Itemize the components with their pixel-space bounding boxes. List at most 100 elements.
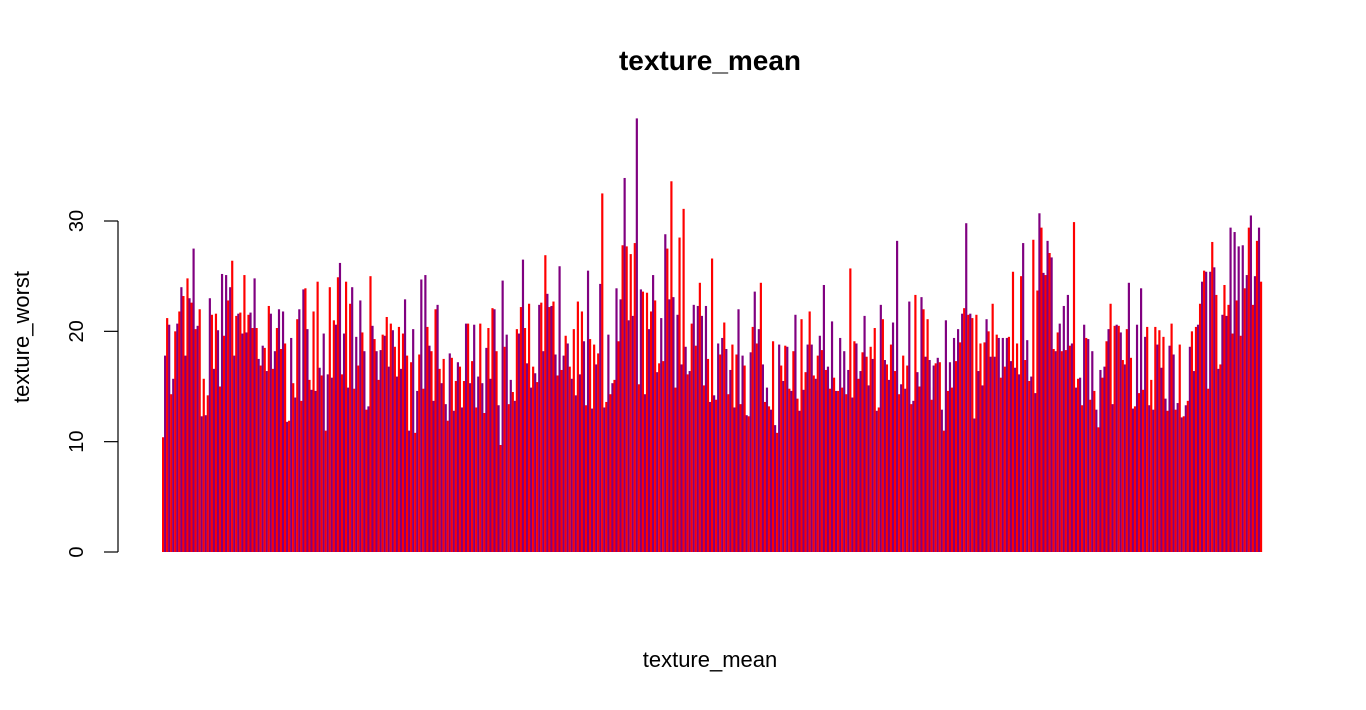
- bar: [550, 305, 553, 552]
- bar: [395, 376, 399, 552]
- bar: [601, 193, 604, 553]
- bar: [1062, 305, 1065, 552]
- bar: [1190, 331, 1194, 552]
- bar: [190, 302, 193, 552]
- bar: [548, 307, 551, 552]
- bar: [942, 430, 945, 552]
- bar: [757, 329, 760, 552]
- bar: [987, 331, 990, 552]
- bar: [735, 354, 738, 552]
- bar: [635, 118, 638, 552]
- y-tick-label: 0: [66, 546, 88, 557]
- bar: [1127, 282, 1130, 552]
- bar: [444, 404, 447, 552]
- bar: [662, 361, 665, 552]
- bar: [342, 333, 346, 552]
- bar: [1068, 345, 1072, 552]
- bar: [1247, 227, 1250, 552]
- bar: [792, 351, 795, 552]
- bar: [1259, 281, 1263, 552]
- bar: [623, 177, 626, 552]
- bar: [936, 357, 939, 552]
- bar: [820, 350, 823, 552]
- bar: [946, 390, 950, 552]
- bar: [410, 362, 413, 552]
- y-axis-label: texture_worst: [9, 271, 34, 403]
- bar: [926, 319, 929, 552]
- bar: [674, 387, 677, 552]
- bar: [1203, 270, 1206, 552]
- bar: [210, 314, 213, 552]
- bar: [706, 358, 710, 552]
- bar: [973, 418, 976, 552]
- bar: [308, 379, 311, 552]
- bar: [985, 319, 988, 552]
- bar: [1257, 227, 1261, 552]
- bar: [351, 287, 354, 552]
- bar: [277, 309, 281, 552]
- bar: [570, 378, 573, 552]
- bar: [330, 377, 333, 552]
- bar: [1213, 267, 1216, 552]
- bar: [499, 444, 502, 552]
- bar: [1209, 271, 1212, 552]
- bar: [399, 368, 403, 552]
- bar: [1231, 333, 1234, 552]
- bar: [893, 371, 897, 552]
- y-axis: 0 10 20 30: [66, 210, 119, 558]
- bar: [883, 360, 886, 552]
- bar: [298, 309, 301, 552]
- bar: [1251, 304, 1255, 552]
- bar: [1054, 351, 1057, 552]
- bar: [231, 260, 234, 552]
- bar: [208, 298, 211, 552]
- bar: [566, 343, 569, 552]
- bar: [631, 315, 634, 552]
- bar: [1028, 380, 1031, 552]
- bar: [1009, 361, 1013, 552]
- bar: [1105, 341, 1108, 552]
- bar: [1030, 376, 1033, 552]
- bar: [660, 318, 663, 552]
- bar: [741, 355, 744, 552]
- bar: [188, 298, 191, 552]
- bar: [1081, 405, 1084, 552]
- bar: [355, 336, 358, 552]
- bar: [367, 406, 370, 552]
- bar: [621, 245, 624, 552]
- bar: [1056, 332, 1059, 552]
- bar: [778, 344, 781, 552]
- bar: [918, 386, 921, 552]
- bar: [804, 372, 807, 552]
- bar: [296, 319, 299, 552]
- bar: [1227, 304, 1230, 552]
- bar: [1237, 246, 1240, 552]
- bar: [700, 315, 703, 552]
- bar: [763, 401, 767, 552]
- bar: [676, 314, 679, 552]
- bar: [233, 355, 236, 552]
- bar: [1221, 314, 1224, 552]
- bar: [269, 313, 272, 552]
- bar: [910, 404, 913, 552]
- bar: [605, 401, 608, 552]
- bar: [694, 345, 697, 552]
- bar: [863, 315, 866, 552]
- bar: [1201, 281, 1204, 552]
- bar: [318, 367, 321, 552]
- bar: [479, 323, 482, 552]
- bar: [729, 369, 732, 552]
- bar: [1119, 332, 1122, 552]
- bar: [196, 325, 199, 552]
- bar: [784, 345, 787, 552]
- bar: [950, 387, 954, 552]
- bar: [1091, 351, 1094, 552]
- bar: [1133, 406, 1137, 552]
- bar: [1219, 364, 1222, 552]
- bar: [481, 383, 484, 552]
- bar: [619, 299, 622, 552]
- bar: [214, 313, 218, 552]
- bar: [1070, 343, 1074, 552]
- bar: [377, 379, 380, 552]
- bar: [469, 383, 472, 552]
